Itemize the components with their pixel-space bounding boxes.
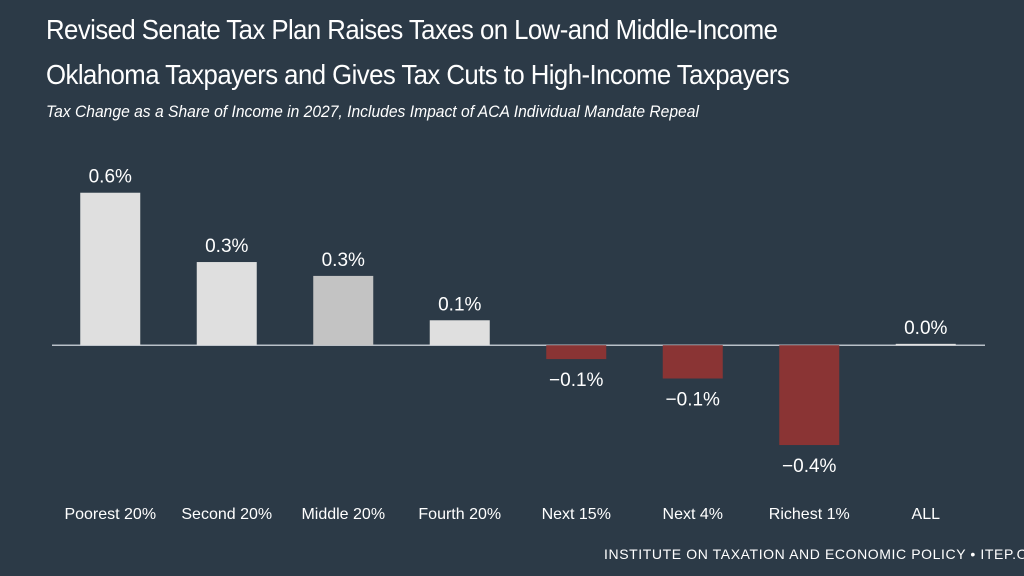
data-label-2: 0.3% (322, 250, 365, 271)
data-label-4: −0.1% (549, 370, 604, 391)
category-label-0: Poorest 20% (64, 506, 156, 523)
chart-title-line-1: Revised Senate Tax Plan Raises Taxes on … (46, 14, 778, 45)
footer-credit: INSTITUTE ON TAXATION AND ECONOMIC POLIC… (604, 546, 1024, 562)
category-label-3: Fourth 20% (418, 506, 501, 523)
bar-6 (779, 345, 840, 446)
data-label-0: 0.6% (89, 167, 132, 188)
bar-5 (662, 345, 723, 379)
bar-0 (80, 192, 141, 346)
category-label-5: Next 4% (663, 506, 723, 523)
data-label-7: 0.0% (904, 318, 947, 339)
footer-text: INSTITUTE ON TAXATION AND ECONOMIC POLIC… (604, 546, 1024, 562)
category-label-2: Middle 20% (301, 506, 385, 523)
data-label-6: −0.4% (782, 456, 837, 477)
bar-1 (196, 262, 257, 346)
bar-7 (895, 343, 956, 346)
data-label-1: 0.3% (205, 236, 248, 257)
chart-title-line-2: Oklahoma Taxpayers and Gives Tax Cuts to… (46, 59, 790, 90)
bar-4 (546, 345, 607, 360)
chart-subtitle: Tax Change as a Share of Income in 2027,… (46, 102, 699, 121)
category-label-6: Richest 1% (769, 506, 850, 523)
data-label-5: −0.1% (666, 390, 721, 411)
category-label-1: Second 20% (181, 506, 272, 523)
category-label-4: Next 15% (542, 506, 611, 523)
category-label-7: ALL (912, 506, 941, 523)
bar-2 (313, 275, 374, 346)
bar-3 (429, 320, 490, 346)
data-label-3: 0.1% (438, 294, 481, 315)
